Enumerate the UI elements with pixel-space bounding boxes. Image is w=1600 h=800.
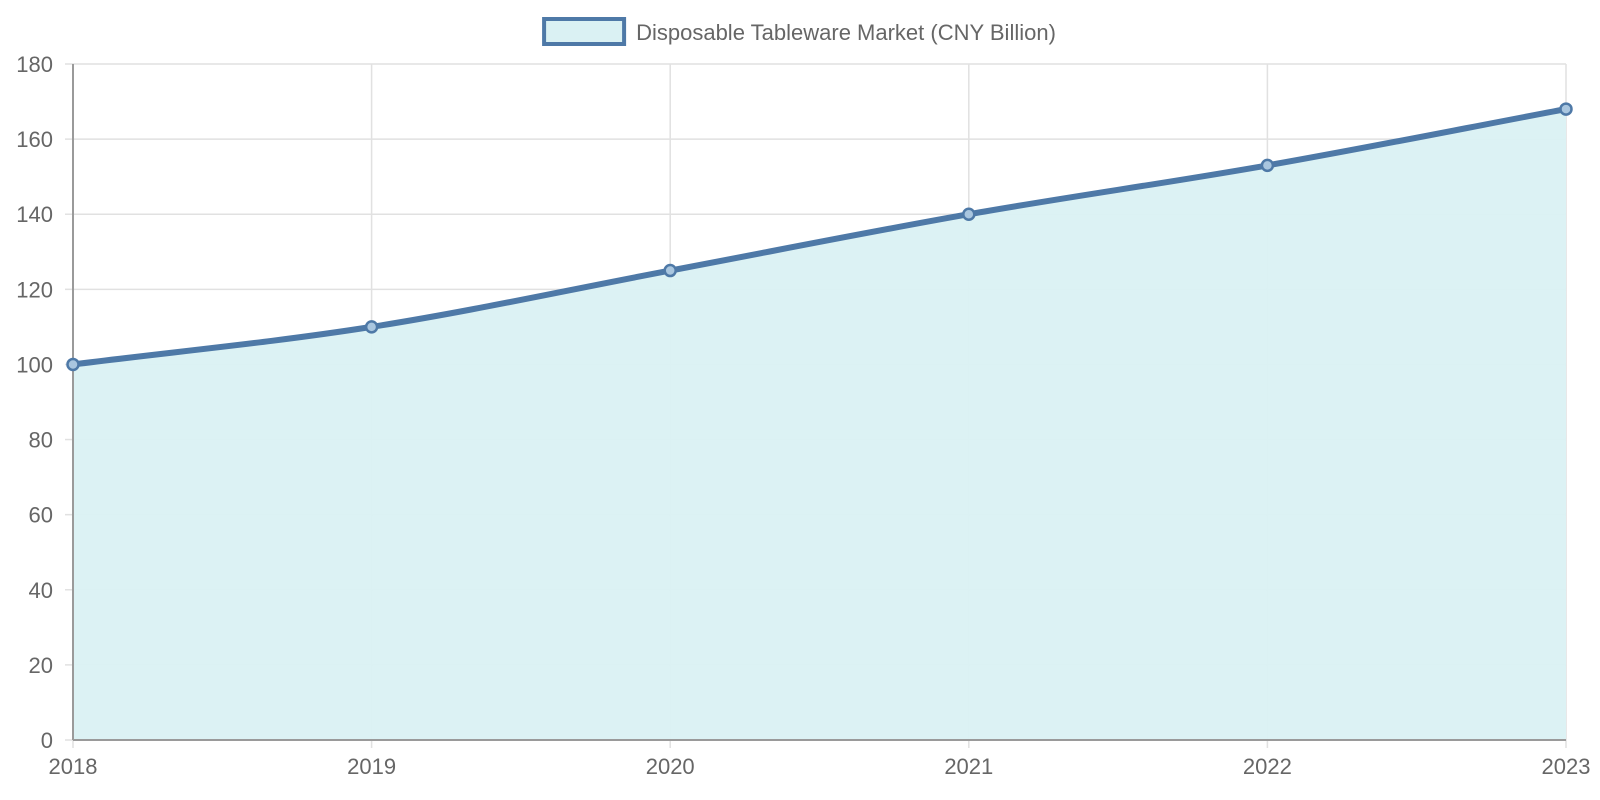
legend-label[interactable]: Disposable Tableware Market (CNY Billion… (636, 20, 1056, 45)
x-tick-label: 2019 (347, 754, 396, 779)
legend-swatch[interactable] (542, 17, 627, 46)
y-tick-label: 20 (29, 653, 53, 678)
y-tick-label: 80 (29, 428, 53, 453)
x-tick-label: 2018 (49, 754, 98, 779)
x-tick-label: 2022 (1243, 754, 1292, 779)
legend[interactable]: Disposable Tableware Market (CNY Billion… (542, 17, 1056, 46)
y-tick-label: 0 (41, 728, 53, 753)
y-tick-label: 160 (16, 127, 53, 152)
data-point[interactable] (66, 357, 80, 372)
data-point[interactable] (1559, 102, 1573, 116)
y-tick-label: 60 (29, 503, 53, 528)
data-point[interactable] (663, 263, 677, 278)
points (66, 102, 1573, 372)
x-tick-label: 2021 (944, 754, 993, 779)
y-tick-label: 180 (16, 52, 53, 77)
area-layer (73, 109, 1566, 741)
data-point[interactable] (364, 320, 379, 334)
x-tick-label: 2023 (1542, 754, 1591, 779)
data-point[interactable] (962, 207, 976, 221)
y-tick-label: 140 (16, 202, 53, 227)
line-layer (70, 106, 1569, 368)
y-tick-label: 120 (16, 277, 53, 302)
area-fill (73, 109, 1566, 741)
x-tick-label: 2020 (646, 754, 695, 779)
axes (72, 64, 1566, 741)
series-line (70, 106, 1569, 368)
tick-labels: 0 20 40 60 80 100 120 140 160 180 2018 2019 2020 2021… (16, 52, 1590, 779)
y-tick-label: 100 (16, 352, 53, 377)
data-point[interactable] (1260, 158, 1275, 173)
y-tick-label: 40 (29, 578, 53, 603)
